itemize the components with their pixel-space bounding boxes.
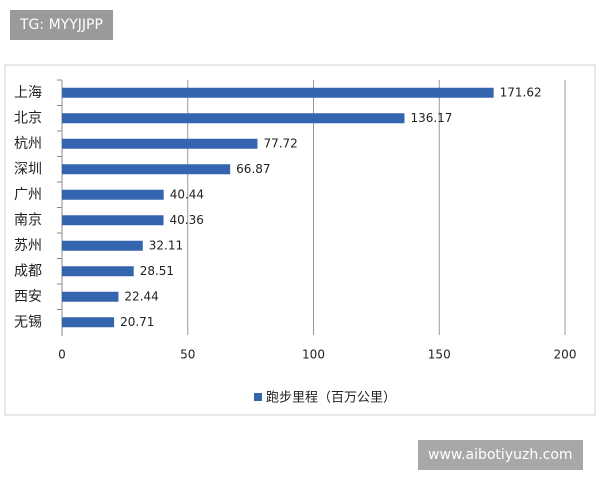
chart-frame [4, 64, 596, 416]
data-label: 136.17 [410, 111, 452, 125]
bar [62, 189, 164, 200]
legend-label: 跑步里程（百万公里） [266, 391, 396, 406]
data-label: 40.44 [170, 187, 204, 201]
watermark: TG: MYYJJPP [10, 10, 113, 40]
y-tick-label: 深圳 [14, 161, 42, 177]
data-label: 32.11 [149, 238, 183, 252]
y-tick-label: 南京 [14, 212, 42, 228]
x-tick-label: 200 [554, 348, 577, 362]
data-label: 22.44 [124, 289, 158, 303]
bar [62, 138, 258, 149]
y-tick-label: 苏州 [14, 238, 42, 254]
data-label: 171.62 [500, 85, 542, 99]
y-tick-label: 成都 [14, 263, 42, 279]
bar [62, 215, 164, 226]
bar [62, 113, 405, 124]
x-tick-label: 0 [58, 348, 66, 362]
data-label: 77.72 [263, 136, 297, 150]
data-label: 28.51 [140, 264, 174, 278]
bar [62, 266, 134, 277]
bar [62, 87, 494, 98]
y-tick-label: 西安 [14, 289, 42, 305]
bar [62, 164, 231, 175]
bar [62, 317, 115, 328]
data-label: 40.36 [170, 213, 204, 227]
y-tick-label: 广州 [14, 187, 42, 203]
x-tick-label: 50 [180, 348, 195, 362]
bar [62, 291, 119, 302]
x-tick-label: 150 [428, 348, 451, 362]
x-tick-label: 100 [302, 348, 325, 362]
y-tick-label: 杭州 [14, 136, 42, 152]
legend-marker [254, 393, 262, 401]
y-tick-label: 北京 [14, 110, 42, 126]
bar [62, 240, 143, 251]
y-tick-label: 上海 [14, 85, 42, 101]
y-tick-label: 无锡 [14, 314, 42, 330]
watermark: www.aibotiyuzh.com [418, 440, 583, 470]
data-label: 66.87 [236, 162, 270, 176]
data-label: 20.71 [120, 315, 154, 329]
